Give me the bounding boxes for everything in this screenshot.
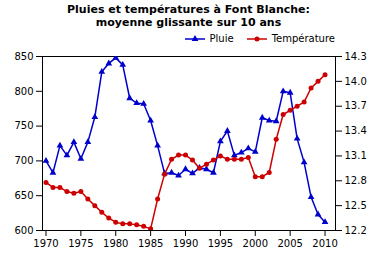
svg-text:1970: 1970 [33, 238, 58, 249]
svg-text:700: 700 [14, 155, 33, 166]
svg-text:650: 650 [14, 190, 33, 201]
svg-text:12.2: 12.2 [345, 225, 367, 236]
svg-text:14.3: 14.3 [345, 51, 367, 62]
svg-text:1975: 1975 [68, 238, 93, 249]
svg-text:2005: 2005 [277, 238, 302, 249]
svg-text:13.7: 13.7 [345, 100, 367, 111]
svg-text:750: 750 [14, 120, 33, 131]
svg-text:12.5: 12.5 [345, 200, 367, 211]
svg-text:1990: 1990 [173, 238, 198, 249]
svg-text:13.4: 13.4 [345, 125, 367, 136]
svg-text:14.0: 14.0 [345, 76, 367, 87]
svg-text:12.8: 12.8 [345, 175, 367, 186]
svg-text:1980: 1980 [103, 238, 128, 249]
svg-text:1985: 1985 [138, 238, 163, 249]
svg-text:1995: 1995 [208, 238, 233, 249]
svg-text:13.1: 13.1 [345, 150, 367, 161]
html-text:Pluie: Pluie [209, 33, 234, 44]
html-text:Pluies et températures à Font: Pluies et températures à Font Blanche: m… [67, 3, 310, 29]
html-text:Température: Température [271, 33, 335, 44]
svg-text:600: 600 [14, 225, 33, 236]
svg-text:2010: 2010 [312, 238, 337, 249]
svg-text:850: 850 [14, 51, 33, 62]
svg-text:2000: 2000 [243, 238, 268, 249]
svg-text:800: 800 [14, 86, 33, 97]
